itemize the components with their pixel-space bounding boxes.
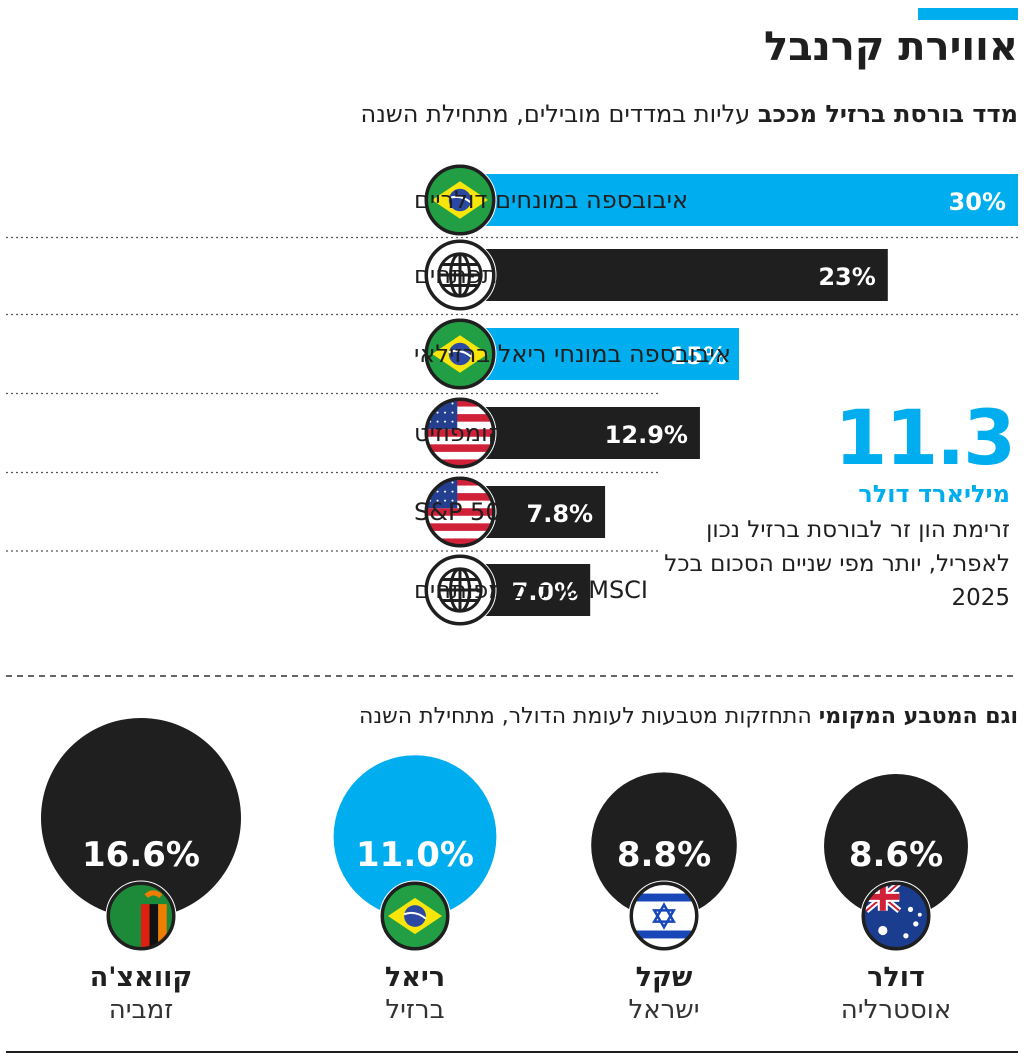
australia-flag-icon <box>860 880 932 952</box>
currency-bubble <box>41 718 241 918</box>
bars-headline-bold: מדד בורסת ברזיל מככב <box>757 100 1018 128</box>
currency-name: דולר <box>867 962 925 993</box>
bar-value-label: 7.8% <box>527 500 594 528</box>
currency-name: שקל <box>636 962 693 993</box>
brazil-flag-icon <box>423 317 497 391</box>
usa-flag-icon <box>423 396 497 470</box>
bar-value-label: 7.0% <box>512 578 579 606</box>
usa-flag-icon <box>423 475 497 549</box>
currency-headline: וגם המטבע המקומי התחזקות מטבעות לעומת הד… <box>359 704 1018 729</box>
globe-icon <box>423 553 497 627</box>
bar-value-label: 15% <box>670 342 727 370</box>
highlight-number: 11.3 <box>834 393 1016 482</box>
country-name: ישראל <box>628 995 699 1025</box>
country-name: אוסטרליה <box>841 995 951 1025</box>
currency-headline-bold: וגם המטבע המקומי <box>818 704 1018 729</box>
bars-headline-sub: עליות במדדים מובילים, מתחילת השנה <box>360 100 751 128</box>
brazil-flag-icon <box>423 163 497 237</box>
bars-headline: מדד בורסת ברזיל מככב עליות במדדים מובילי… <box>361 100 1018 128</box>
bar-value-label: 12.9% <box>605 421 688 449</box>
bar-category-label: MSCI שווקים מפותחים <box>414 576 648 604</box>
bubble-value-label: 8.6% <box>849 835 943 875</box>
zambia-flag-icon <box>105 880 177 952</box>
currency-bubble <box>333 755 497 918</box>
currency-name: קוואצ'ה <box>90 962 193 993</box>
highlight-unit: מיליארד דולר <box>858 480 1010 508</box>
globe-icon <box>423 238 497 312</box>
bar-value-label: 30% <box>949 188 1006 216</box>
bar <box>460 328 739 380</box>
highlight-description: זרימת הון זר לבורסת ברזיל נכון לאפריל, י… <box>664 517 1010 611</box>
currency-headline-sub: התחזקות מטבעות לעומת הדולר, מתחילת השנה <box>358 704 812 729</box>
bar <box>460 407 700 459</box>
bar-category-label: S&P 500 <box>414 498 516 526</box>
currency-name: ריאל <box>385 962 445 993</box>
currency-bubble <box>591 772 737 918</box>
currency-bubble <box>824 774 968 918</box>
bar-category-label: נאסד"ק קומפוזיט <box>414 419 595 447</box>
bar-category-label: איבובספה במונחים דולריים <box>414 186 688 214</box>
bar-category-label: MSCI שווקים מתפתחים <box>414 261 657 289</box>
page-title: אווירת קרנבל <box>764 24 1018 70</box>
bubble-value-label: 16.6% <box>82 835 200 875</box>
bar <box>460 249 888 301</box>
bar-category-label: איבובספה במונחי ריאל ברזילאי <box>414 340 731 368</box>
accent-bar <box>918 8 1018 20</box>
country-name: ברזיל <box>385 995 444 1025</box>
bar-value-label: 23% <box>818 263 875 291</box>
bubble-value-label: 8.8% <box>617 835 711 875</box>
bar <box>460 174 1018 226</box>
israel-flag-icon <box>628 880 700 952</box>
country-name: זמביה <box>109 995 174 1025</box>
brazil-flag-icon <box>379 880 451 952</box>
bubble-value-label: 11.0% <box>356 835 474 875</box>
